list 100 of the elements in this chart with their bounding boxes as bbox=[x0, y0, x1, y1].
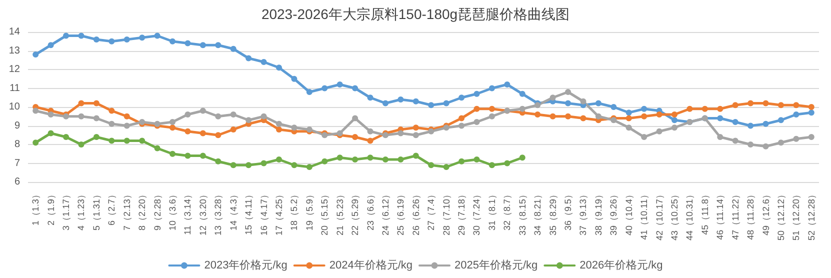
x-tick-label: 46（11.14） bbox=[715, 190, 726, 240]
x-tick-label: 37（9.13） bbox=[578, 190, 588, 236]
x-tick-label: 34（8.21） bbox=[532, 190, 543, 236]
point bbox=[246, 55, 252, 62]
point bbox=[443, 100, 450, 106]
point bbox=[184, 128, 191, 134]
x-tick-label: 32（8.7） bbox=[502, 190, 512, 231]
point bbox=[246, 162, 252, 168]
point bbox=[230, 126, 236, 132]
point bbox=[230, 112, 236, 118]
point bbox=[78, 142, 84, 148]
point bbox=[93, 100, 100, 106]
point bbox=[474, 106, 480, 112]
x-tick-label: 4（1.23） bbox=[76, 190, 86, 231]
point bbox=[139, 34, 146, 41]
point bbox=[170, 124, 176, 131]
point bbox=[246, 117, 252, 124]
point bbox=[200, 108, 206, 114]
point bbox=[778, 117, 784, 124]
point bbox=[200, 152, 206, 159]
point bbox=[291, 76, 298, 82]
point bbox=[641, 134, 648, 140]
y-tick-label: 10 bbox=[8, 102, 20, 112]
point bbox=[458, 94, 465, 101]
point bbox=[412, 132, 419, 138]
point bbox=[398, 96, 404, 102]
point bbox=[428, 102, 434, 108]
point bbox=[108, 120, 115, 127]
point bbox=[686, 106, 693, 112]
point bbox=[748, 100, 754, 106]
point bbox=[565, 89, 572, 95]
point bbox=[656, 112, 662, 118]
point bbox=[595, 100, 602, 106]
x-tick-label: 17（4.25） bbox=[274, 190, 284, 236]
x-tick-label: 35（8.29） bbox=[548, 190, 558, 236]
point bbox=[215, 132, 222, 138]
point bbox=[808, 134, 814, 140]
y-tick-label: 9 bbox=[14, 120, 20, 132]
point bbox=[367, 154, 374, 161]
point bbox=[93, 115, 100, 122]
point bbox=[717, 106, 724, 112]
point bbox=[458, 115, 465, 122]
point bbox=[488, 106, 495, 112]
y-tick-label: 11 bbox=[10, 82, 20, 94]
legend-label: 2026年价格元/kg bbox=[580, 260, 663, 272]
point bbox=[550, 94, 556, 101]
x-tick-label: 21（5.23） bbox=[334, 190, 345, 236]
point bbox=[443, 164, 450, 170]
point bbox=[32, 52, 39, 58]
point bbox=[32, 140, 39, 146]
point bbox=[352, 115, 358, 122]
point bbox=[626, 115, 632, 122]
x-tick-label: 13（3.28） bbox=[213, 190, 224, 236]
legend-label: 2024年价格元/kg bbox=[329, 260, 413, 272]
x-tick-label: 1（1.3） bbox=[30, 190, 41, 226]
point bbox=[260, 113, 267, 120]
point bbox=[474, 90, 480, 97]
point bbox=[762, 100, 769, 106]
y-tick-label: 13 bbox=[8, 45, 20, 56]
point bbox=[793, 136, 800, 142]
point bbox=[200, 42, 206, 48]
point bbox=[732, 119, 738, 125]
point bbox=[336, 82, 343, 88]
point bbox=[139, 138, 146, 144]
y-tick-label: 6 bbox=[14, 176, 20, 188]
point bbox=[306, 164, 312, 170]
x-tick-label: 9（2.28） bbox=[152, 190, 162, 231]
y-tick-label: 12 bbox=[8, 64, 20, 75]
point bbox=[580, 115, 586, 122]
x-tick-label: 42（10.17） bbox=[654, 190, 664, 241]
legend-label: 2023年价格元/kg bbox=[204, 260, 288, 272]
point bbox=[367, 138, 374, 144]
point bbox=[382, 156, 388, 162]
point bbox=[276, 126, 282, 132]
point bbox=[108, 108, 115, 114]
point bbox=[732, 102, 738, 108]
point bbox=[717, 115, 724, 122]
x-tick-label: 14（4.3） bbox=[228, 190, 238, 231]
x-tick-label: 48（11.28） bbox=[746, 190, 756, 240]
x-tick-label: 8（2.20） bbox=[137, 190, 148, 231]
point bbox=[93, 134, 100, 140]
point bbox=[762, 143, 769, 150]
point bbox=[306, 89, 312, 95]
point bbox=[398, 156, 404, 162]
point bbox=[519, 90, 526, 97]
point bbox=[504, 160, 510, 166]
point bbox=[641, 113, 648, 120]
x-tick-label: 19（5.9） bbox=[304, 190, 314, 231]
point bbox=[671, 117, 678, 124]
point bbox=[170, 38, 176, 44]
x-tick-label: 12（3.20） bbox=[198, 190, 208, 236]
point bbox=[778, 102, 784, 108]
x-tick-label: 18（5.2） bbox=[289, 190, 300, 231]
y-tick-label: 14 bbox=[8, 26, 20, 38]
point bbox=[474, 119, 480, 125]
x-tick-label: 11（3.14） bbox=[182, 190, 193, 235]
point bbox=[793, 112, 800, 118]
point bbox=[124, 113, 130, 120]
point bbox=[367, 128, 374, 134]
point bbox=[702, 106, 708, 112]
